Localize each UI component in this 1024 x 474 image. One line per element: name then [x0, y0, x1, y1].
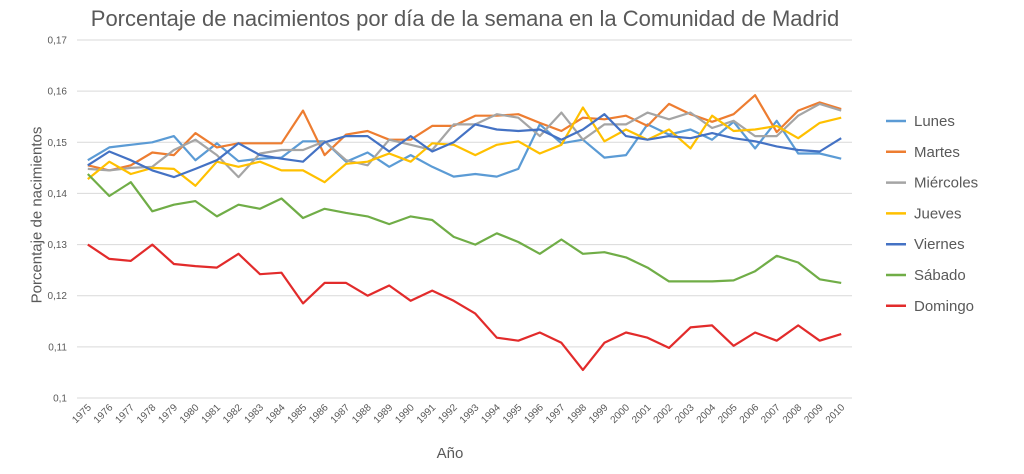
series-line-jueves — [87, 106, 842, 187]
chart-title: Porcentaje de nacimientos por día de la … — [90, 6, 840, 31]
y-tick-label: 0,12 — [48, 291, 68, 302]
legend-label: Martes — [914, 144, 960, 161]
series-line-miércoles — [87, 102, 842, 179]
x-tick-label: 2007 — [759, 402, 783, 426]
series-line-martes — [87, 94, 842, 172]
series-line-lunes — [87, 119, 842, 178]
x-tick-label: 1978 — [135, 402, 159, 426]
x-tick-label: 1986 — [307, 402, 331, 426]
x-tick-label: 1989 — [372, 402, 396, 426]
x-tick-label: 2001 — [630, 402, 654, 426]
x-tick-label: 1996 — [522, 402, 546, 426]
x-tick-label: 1991 — [415, 402, 439, 426]
x-axis-label: Año — [436, 445, 464, 462]
series-line-sábado — [87, 173, 842, 284]
y-tick-label: 0,15 — [48, 138, 68, 149]
x-tick-label: 1976 — [92, 402, 116, 426]
x-tick-label: 1984 — [264, 402, 288, 426]
y-tick-label: 0,1 — [53, 394, 67, 405]
y-tick-label: 0,11 — [48, 342, 67, 353]
gridlines — [77, 39, 852, 399]
x-tick-label: 1983 — [243, 402, 267, 426]
x-tick-label: 1982 — [221, 402, 245, 426]
x-tick-label: 1977 — [113, 402, 137, 426]
x-tick-label: 1988 — [350, 402, 374, 426]
x-tick-label: 1981 — [200, 402, 224, 426]
series-line-viernes — [87, 113, 842, 179]
series-line-domingo — [87, 243, 842, 371]
legend-label: Domingo — [914, 298, 974, 315]
x-tick-label: 2003 — [673, 402, 697, 426]
legend-label: Viernes — [914, 236, 965, 253]
x-tick-label: 2004 — [695, 402, 719, 426]
x-tick-label: 1995 — [501, 402, 525, 426]
x-tick-label: 2009 — [802, 402, 826, 426]
x-tick-label: 1985 — [286, 402, 310, 426]
x-tick-label: 1998 — [566, 402, 590, 426]
y-tick-label: 0,14 — [48, 189, 68, 200]
x-tick-label: 2002 — [652, 402, 676, 426]
x-tick-label: 2000 — [609, 402, 633, 426]
x-tick-label: 2008 — [781, 402, 805, 426]
y-tick-label: 0,13 — [48, 240, 68, 251]
legend: Lunes Martes Miércoles Jueves Viernes Sábado D… — [886, 113, 978, 315]
x-tick-label: 1990 — [393, 402, 417, 426]
legend-label: Miércoles — [914, 175, 978, 192]
x-tick-labels: 1975197619771978197919801981198219831984… — [70, 402, 847, 426]
y-tick-labels: 0,1 0,11 0,12 0,13 0,14 0,15 0,16 0,17 — [48, 36, 68, 405]
x-tick-label: 1997 — [544, 402, 568, 426]
y-tick-label: 0,16 — [48, 87, 68, 98]
x-tick-label: 1987 — [329, 402, 353, 426]
x-tick-label: 1994 — [479, 402, 503, 426]
x-tick-label: 1992 — [436, 402, 460, 426]
x-tick-label: 1980 — [178, 402, 202, 426]
series-lines — [87, 94, 842, 371]
legend-label: Sábado — [914, 267, 966, 284]
x-tick-label: 1999 — [587, 402, 611, 426]
legend-label: Jueves — [914, 205, 962, 222]
x-tick-label: 1993 — [458, 402, 482, 426]
y-tick-label: 0,17 — [48, 36, 68, 47]
x-tick-label: 2005 — [716, 402, 740, 426]
x-tick-label: 2010 — [824, 402, 848, 426]
x-tick-label: 1975 — [70, 402, 94, 426]
x-tick-label: 2006 — [738, 402, 762, 426]
x-tick-label: 1979 — [156, 402, 180, 426]
legend-label: Lunes — [914, 113, 955, 130]
